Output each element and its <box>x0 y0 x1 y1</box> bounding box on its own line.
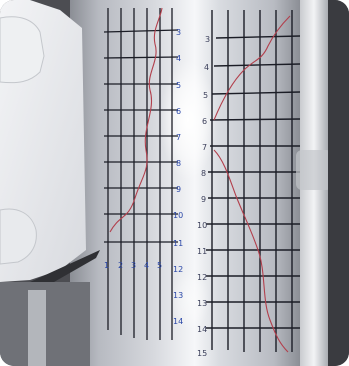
left-bottom-number: 5 <box>157 261 162 270</box>
left-bottom-number: 4 <box>144 261 149 270</box>
left-bottom-number: 1 <box>104 261 109 270</box>
right-number: 14 <box>197 325 207 334</box>
right-number: 7 <box>202 143 207 152</box>
right-number: 9 <box>201 195 206 204</box>
left-number: 6 <box>176 107 181 116</box>
left-number: 10 <box>173 211 183 220</box>
left-number: 7 <box>176 133 181 142</box>
right-number: 8 <box>201 169 206 178</box>
left-number: 3 <box>176 28 181 37</box>
left-number: 11 <box>173 239 183 248</box>
right-number: 10 <box>197 221 207 230</box>
left-number: 5 <box>176 81 181 90</box>
right-number: 15 <box>197 349 207 358</box>
left-number: 4 <box>176 54 181 63</box>
right-number: 6 <box>202 117 207 126</box>
right-number: 4 <box>204 63 209 72</box>
right-number: 12 <box>197 273 207 282</box>
left-number: 14 <box>173 317 183 326</box>
right-number: 5 <box>203 91 208 100</box>
left-number: 9 <box>176 185 181 194</box>
right-number: 13 <box>197 299 207 308</box>
right-number: 11 <box>197 247 207 256</box>
left-bottom-number: 2 <box>118 261 123 270</box>
left-bottom-number: 3 <box>131 261 136 270</box>
left-number: 8 <box>176 159 181 168</box>
left-number: 12 <box>173 265 183 274</box>
left-number: 13 <box>173 291 183 300</box>
right-number: 3 <box>205 35 210 44</box>
